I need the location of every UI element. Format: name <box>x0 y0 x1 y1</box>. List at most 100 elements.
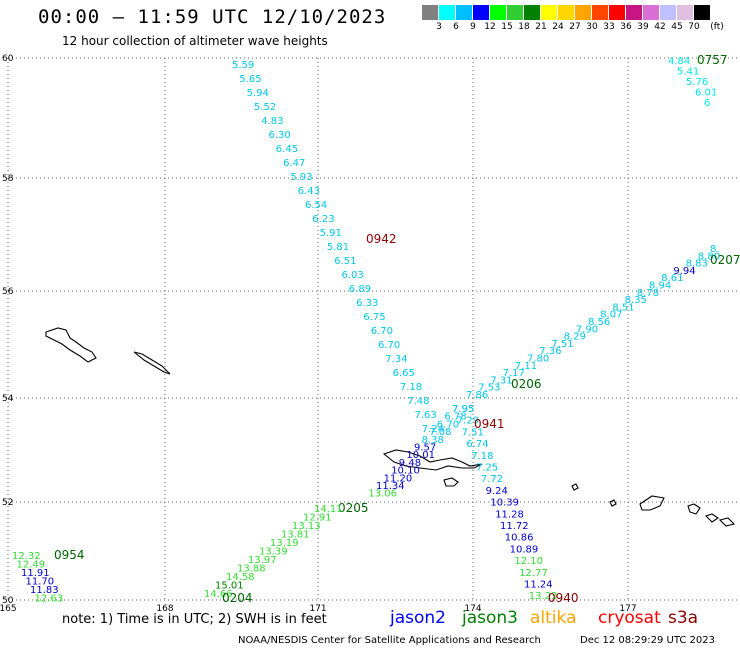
longitude-label: 174 <box>464 604 481 614</box>
color-legend-swatch <box>592 5 609 20</box>
color-legend-label: 70 <box>688 22 700 32</box>
color-legend-swatch <box>507 5 524 20</box>
island-outline <box>718 517 736 527</box>
wave-height-value: 9.57 <box>414 443 436 454</box>
wave-height-value: 11.70 <box>26 577 55 588</box>
wave-height-value: 11.34 <box>376 481 405 492</box>
wave-height-value: 8.61 <box>661 273 683 284</box>
color-legend-label: 6 <box>453 22 459 32</box>
wave-height-value: 5.81 <box>327 242 349 253</box>
color-legend <box>422 5 711 20</box>
pass-time-label: 0954 <box>54 548 85 562</box>
wave-height-value: 13.39 <box>259 547 288 558</box>
pass-time-label: 0757 <box>697 53 728 67</box>
island-outline <box>687 503 701 515</box>
wave-height-value: 6.47 <box>283 158 305 169</box>
wave-height-value: 7.31 <box>490 375 512 386</box>
island-outline <box>609 499 617 507</box>
latitude-label: 52 <box>2 498 13 508</box>
color-legend-swatch <box>422 5 439 20</box>
altimeter-track: 7.956.786.707.088.389.5710.019.4810.1011… <box>338 404 474 515</box>
wave-height-value: 7.18 <box>471 451 493 462</box>
island-outline <box>382 449 483 471</box>
wave-height-value: 15.01 <box>215 581 244 592</box>
wave-height-value: 5.93 <box>290 172 312 183</box>
wave-height-value: 6.54 <box>305 200 327 211</box>
color-legend-swatch <box>643 5 660 20</box>
wave-height-value: 8.07 <box>600 310 622 321</box>
wave-height-value: 12.49 <box>17 560 46 571</box>
color-legend-label: 3 <box>436 22 442 32</box>
wave-height-value: 14.66 <box>204 589 233 600</box>
page-subtitle: 12 hour collection of altimeter wave hei… <box>62 34 328 48</box>
wave-height-value: 11.72 <box>500 521 529 532</box>
wave-height-value: 7.11 <box>515 361 537 372</box>
wave-height-value: 7.25 <box>476 463 498 474</box>
pass-time-label: 0206 <box>511 377 542 391</box>
satellite-legend-item: s3a <box>668 608 699 628</box>
wave-height-value: 7.34 <box>385 354 407 365</box>
color-legend-swatch <box>660 5 677 20</box>
wave-height-value: 7.51 <box>551 339 573 350</box>
altimeter-track: 14.1112.9113.1313.8113.1913.3913.9713.88… <box>204 504 343 605</box>
wave-height-value: 7.53 <box>478 383 500 394</box>
wave-height-value: 8.51 <box>612 302 634 313</box>
wave-height-value: 11.83 <box>30 585 59 596</box>
color-legend-swatch <box>490 5 507 20</box>
wave-height-value: 11.20 <box>384 473 413 484</box>
altimeter-track: 0207 <box>710 253 740 267</box>
wave-height-value: 11.91 <box>21 568 50 579</box>
wave-height-value: 13.13 <box>292 521 321 532</box>
color-legend-label: 42 <box>654 22 666 32</box>
wave-height-value: 10.86 <box>505 533 534 544</box>
color-legend-label: 9 <box>470 22 476 32</box>
wave-height-value: 11.24 <box>524 580 553 591</box>
altimeter-track: 7.957.297.516.747.187.257.729.2410.3911.… <box>452 404 557 602</box>
page-title: 00:00 – 11:59 UTC 12/10/2023 <box>38 6 387 28</box>
land-outlines <box>45 327 736 527</box>
wave-height-value: 7.29 <box>457 416 479 427</box>
island-outline <box>639 495 665 511</box>
color-legend-label: 18 <box>518 22 530 32</box>
wave-height-value: 9.24 <box>486 486 508 497</box>
color-legend-swatch <box>694 5 711 20</box>
altimeter-track: 5.59 5.65 5.94 5.52 4.83 6.30 6.45 6.47 5.93 6.43… <box>232 60 444 435</box>
wave-height-value: 7.08 <box>429 427 451 438</box>
wave-height-value: 10.89 <box>510 544 539 555</box>
wave-height-value: 10.39 <box>490 498 519 509</box>
wave-height-value: 11.28 <box>495 509 524 520</box>
latitude-label: 60 <box>2 54 14 64</box>
wave-height-value: 7.51 <box>462 427 484 438</box>
wave-height-value: 5.94 <box>247 88 269 99</box>
island-outline <box>443 477 459 487</box>
wave-height-value: 5.52 <box>254 102 276 113</box>
wave-height-value: 6.65 <box>393 368 415 379</box>
wave-height-value: 9.48 <box>399 458 421 469</box>
color-legend-swatch <box>575 5 592 20</box>
wave-height-value: 5.59 <box>232 60 254 71</box>
color-legend-swatch <box>677 5 694 20</box>
satellite-legend-item: cryosat <box>598 608 661 628</box>
wave-height-value: 8.38 <box>422 435 444 446</box>
pass-time-label: 0942 <box>366 232 397 246</box>
wave-height-value: 14.11 <box>314 504 343 515</box>
color-legend-label: 12 <box>484 22 496 32</box>
wave-height-value: 4.84 <box>668 56 690 67</box>
wave-height-value: 13.81 <box>281 530 310 541</box>
wave-height-value: 13.23 <box>529 591 558 602</box>
wave-height-value: 12.63 <box>35 594 64 605</box>
wave-height-value: 8. <box>710 244 720 255</box>
wave-height-value: 6.23 <box>312 214 334 225</box>
wave-height-value: 8.29 <box>564 332 586 343</box>
altimeter-track: 0940 <box>548 591 579 605</box>
color-legend-swatch <box>524 5 541 20</box>
color-legend-label: 30 <box>586 22 598 32</box>
pass-time-label: 0205 <box>338 501 369 515</box>
wave-height-value: 12.91 <box>303 513 332 524</box>
latitude-label: 56 <box>2 287 14 297</box>
credit-line: NOAA/NESDIS Center for Satellite Applica… <box>238 635 541 646</box>
wave-height-value: 6.75 <box>363 312 385 323</box>
wave-height-value: 6.74 <box>466 439 488 450</box>
wave-height-value: 13.97 <box>248 555 277 566</box>
